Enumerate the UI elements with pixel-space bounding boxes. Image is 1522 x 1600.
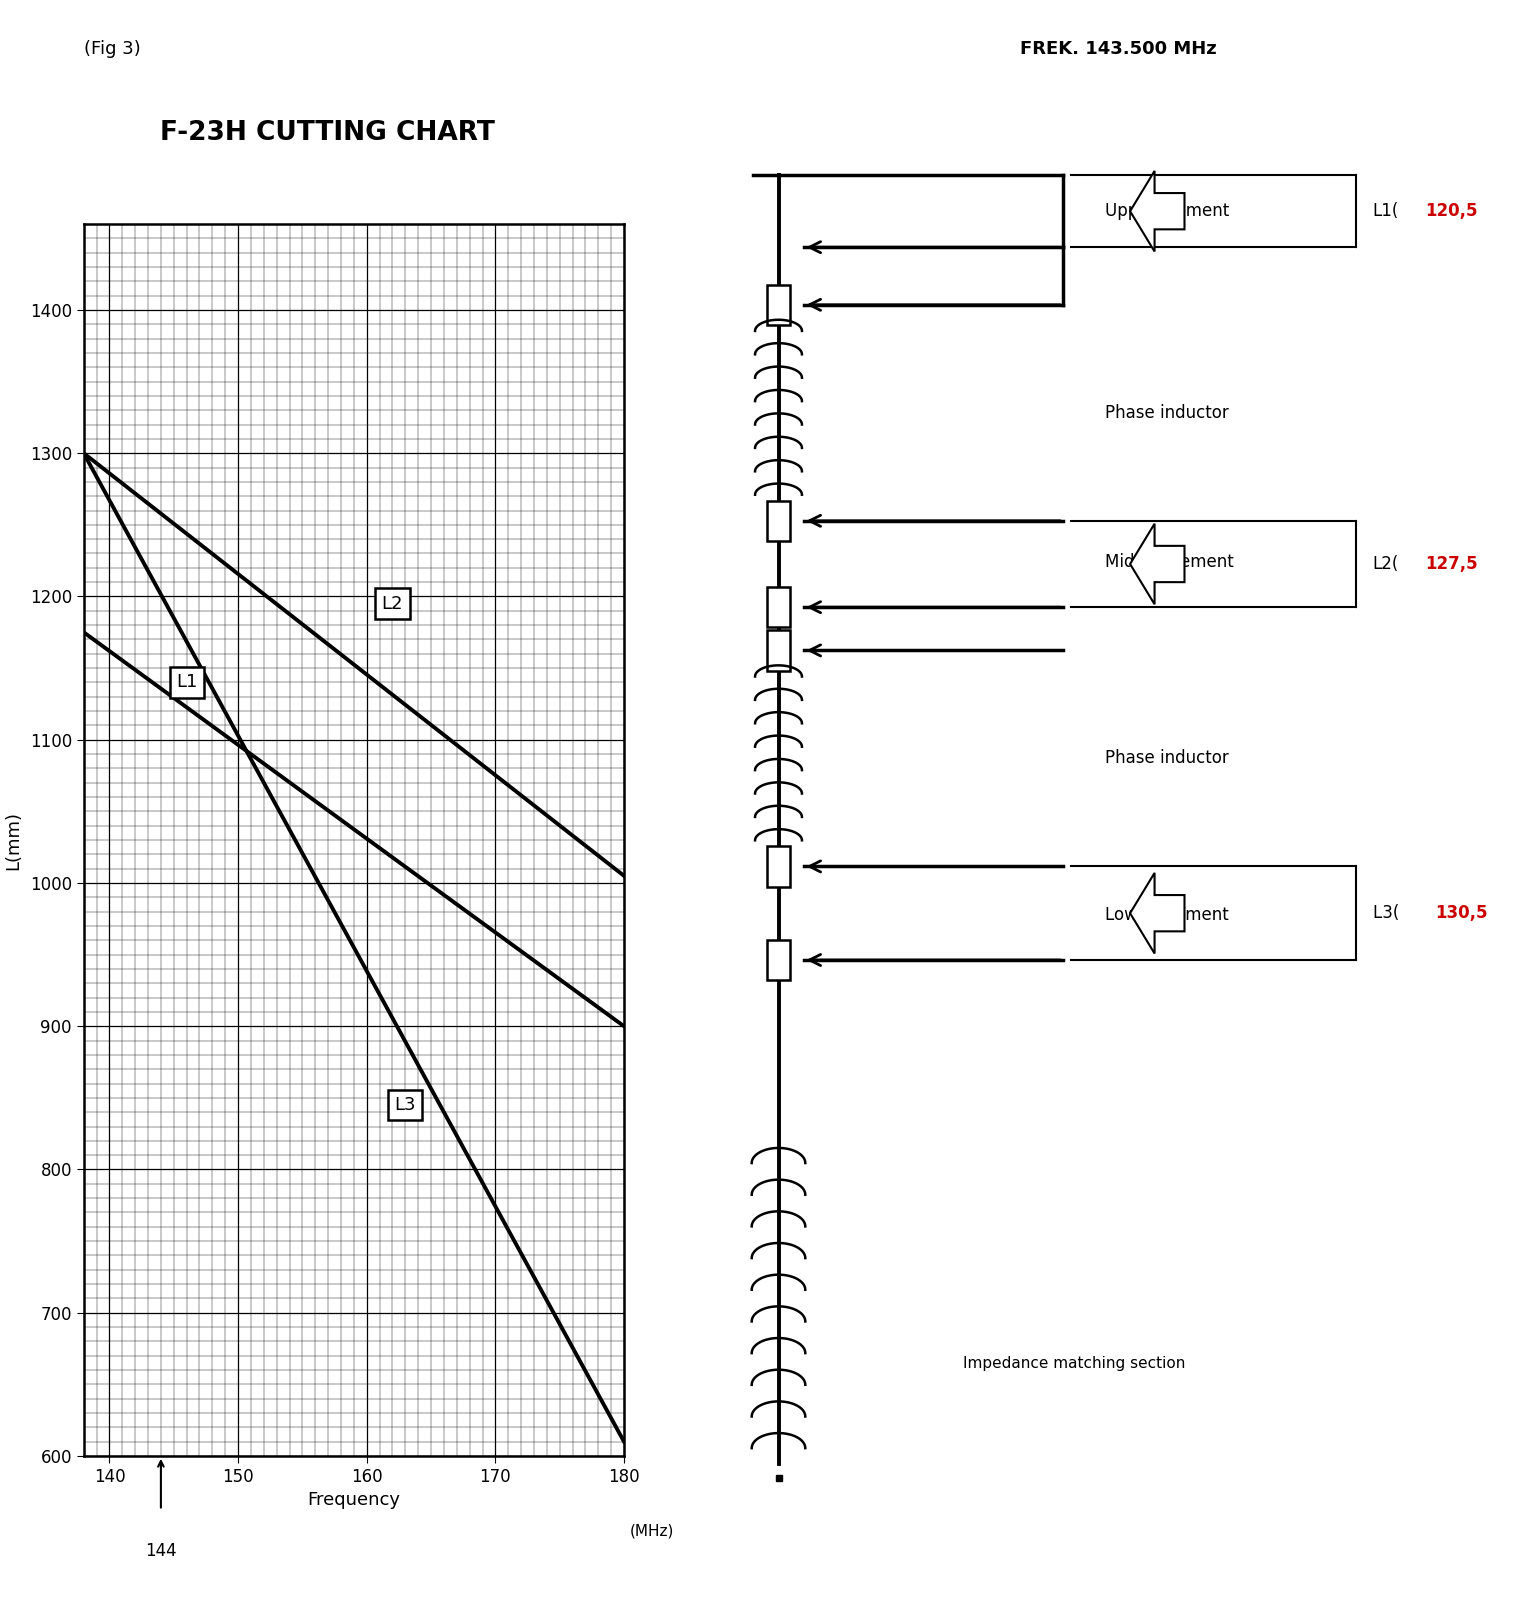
Text: Impedance matching section: Impedance matching section xyxy=(962,1355,1186,1371)
Text: L2(: L2( xyxy=(1373,555,1399,573)
Text: L1(: L1( xyxy=(1373,202,1399,221)
Bar xyxy=(767,285,790,325)
Text: L1: L1 xyxy=(177,674,198,691)
Text: FREK. 143.500 MHz: FREK. 143.500 MHz xyxy=(1020,40,1218,58)
Text: mm): mm) xyxy=(1519,202,1522,221)
Bar xyxy=(767,587,790,627)
Bar xyxy=(767,501,790,541)
Polygon shape xyxy=(1129,874,1184,954)
Text: Middle element: Middle element xyxy=(1105,554,1234,571)
Bar xyxy=(767,846,790,886)
Bar xyxy=(767,630,790,670)
Text: (MHz): (MHz) xyxy=(630,1523,674,1539)
Text: L3: L3 xyxy=(394,1096,416,1114)
Text: F-23H CUTTING CHART: F-23H CUTTING CHART xyxy=(160,120,495,146)
Y-axis label: L(mm): L(mm) xyxy=(5,811,23,869)
Text: 127,5: 127,5 xyxy=(1425,555,1478,573)
Text: mm): mm) xyxy=(1519,555,1522,573)
Text: Phase inductor: Phase inductor xyxy=(1105,749,1228,768)
X-axis label: Frequency: Frequency xyxy=(307,1491,400,1509)
Text: 120,5: 120,5 xyxy=(1425,202,1478,221)
Text: Lower element: Lower element xyxy=(1105,906,1228,923)
Text: Phase inductor: Phase inductor xyxy=(1105,403,1228,422)
Text: (Fig 3): (Fig 3) xyxy=(84,40,140,58)
Polygon shape xyxy=(1129,171,1184,251)
Text: L3(: L3( xyxy=(1373,904,1405,922)
Text: 130,5: 130,5 xyxy=(1435,904,1489,922)
Bar xyxy=(767,939,790,981)
Text: Upper element: Upper element xyxy=(1105,202,1230,221)
Polygon shape xyxy=(1129,523,1184,605)
Text: L2: L2 xyxy=(382,595,403,613)
Text: 144: 144 xyxy=(145,1542,177,1560)
